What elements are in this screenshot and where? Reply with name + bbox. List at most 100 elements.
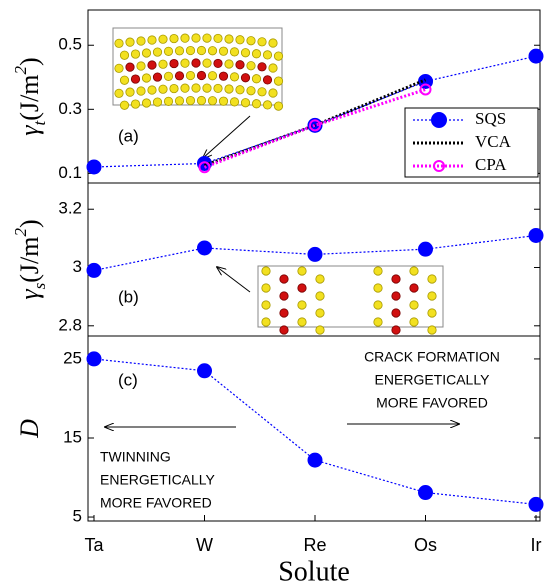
atom [137, 87, 145, 95]
atom [219, 72, 227, 80]
atom [192, 34, 200, 42]
atom [219, 47, 227, 55]
atom [219, 97, 227, 105]
atom [274, 77, 282, 85]
atom [153, 48, 161, 56]
y-tick-label: 3 [73, 257, 82, 276]
atom [392, 275, 400, 283]
y-tick-label: 3.2 [58, 199, 82, 218]
y-tick-label: 0.3 [58, 99, 82, 118]
x-tick-label: Ir [531, 535, 542, 555]
atom [241, 74, 249, 82]
atom [252, 50, 260, 58]
atom [203, 84, 211, 92]
atom [131, 50, 139, 58]
atom [225, 35, 233, 43]
point [419, 242, 433, 256]
x-tick-label: Ta [84, 535, 104, 555]
atom [263, 76, 271, 84]
annotation: ENERGETICALLY [375, 372, 491, 388]
atom [120, 51, 128, 59]
atom [170, 84, 178, 92]
atom [262, 267, 270, 275]
atom [252, 75, 260, 83]
atom [181, 59, 189, 67]
point [529, 228, 543, 242]
atom [262, 284, 270, 292]
atom [298, 267, 306, 275]
y-label-part: (J/m [15, 237, 44, 283]
arrow [217, 267, 250, 292]
atom [115, 89, 123, 97]
atom [392, 326, 400, 334]
atom [247, 37, 255, 45]
atom [241, 99, 249, 107]
atom [142, 49, 150, 57]
x-tick-label: Re [303, 535, 326, 555]
atom [208, 47, 216, 55]
y-axis-label: γt(J/m2) [11, 57, 49, 135]
atom [374, 267, 382, 275]
annotation: MORE FAVORED [376, 395, 488, 411]
atom [230, 73, 238, 81]
atom [214, 34, 222, 42]
y-axis-label: D [15, 419, 44, 439]
atom [131, 100, 139, 108]
chart: 0.10.30.5γt(J/m2)(a)SQSVCACPA2.833.2γs(J… [0, 0, 545, 587]
atom [230, 48, 238, 56]
y-tick-label: 0.5 [58, 35, 82, 54]
atom [258, 63, 266, 71]
atom [280, 326, 288, 334]
atom [247, 62, 255, 70]
panel-label: (a) [118, 126, 139, 145]
atom [203, 59, 211, 67]
atom [164, 47, 172, 55]
atom [298, 284, 306, 292]
atom [192, 59, 200, 67]
atom [175, 72, 183, 80]
atom [225, 60, 233, 68]
point [87, 160, 101, 174]
atom [269, 89, 277, 97]
atom [164, 72, 172, 80]
point [308, 453, 322, 467]
atom [192, 84, 200, 92]
atom [225, 85, 233, 93]
atom [428, 326, 436, 334]
atom [236, 86, 244, 94]
atom [142, 74, 150, 82]
atom [170, 59, 178, 67]
atom [153, 98, 161, 106]
atom [164, 97, 172, 105]
atom [410, 284, 418, 292]
atom [280, 309, 288, 317]
atom [115, 39, 123, 47]
atom [316, 309, 324, 317]
legend-label: CPA [475, 155, 507, 174]
atom [274, 102, 282, 110]
point [198, 241, 212, 255]
x-tick-label: Os [414, 535, 437, 555]
atom [181, 34, 189, 42]
atom [137, 62, 145, 70]
panel-label: (c) [118, 370, 138, 389]
atom [208, 97, 216, 105]
atom [410, 301, 418, 309]
atom [120, 101, 128, 109]
atom [236, 61, 244, 69]
point [419, 486, 433, 500]
y-label-part: ) [15, 219, 44, 228]
atom [148, 36, 156, 44]
atom [298, 318, 306, 326]
atom [186, 46, 194, 54]
point [308, 247, 322, 261]
atom [115, 64, 123, 72]
atom [374, 284, 382, 292]
x-axis-label: Solute [278, 556, 350, 587]
atom [428, 275, 436, 283]
atom [197, 71, 205, 79]
atom [153, 73, 161, 81]
atom [280, 275, 288, 283]
atom [159, 85, 167, 93]
atom [142, 99, 150, 107]
